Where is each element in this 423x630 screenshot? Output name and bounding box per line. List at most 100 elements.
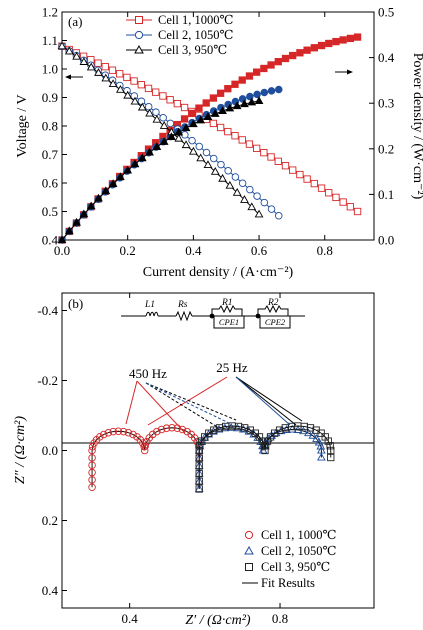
voltage-point-1 xyxy=(130,77,138,85)
impedance-point-2 xyxy=(299,426,308,435)
power-point-1 xyxy=(346,34,355,43)
voltage-point-2 xyxy=(166,119,175,128)
y-left-tick-label: 1.1 xyxy=(42,33,58,48)
power-point-3 xyxy=(152,142,162,151)
y-tick-label: 0.4 xyxy=(42,583,59,598)
x-tick-label: 0.4 xyxy=(122,611,139,626)
impedance-point-3 xyxy=(195,477,203,485)
impedance-point-1 xyxy=(88,442,97,451)
panel-a-y-axis-label-left: Voltage / V xyxy=(15,94,30,157)
leader-25hz-cell1 xyxy=(147,376,228,426)
power-point-3 xyxy=(137,153,147,162)
power-point-3 xyxy=(225,103,235,112)
circuit-node xyxy=(209,313,215,319)
voltage-point-1 xyxy=(310,179,318,188)
impedance-point-1 xyxy=(88,461,96,469)
voltage-point-2 xyxy=(152,108,160,116)
impedance-point-3 xyxy=(261,446,269,455)
impedance-point-2 xyxy=(287,424,297,433)
voltage-point-3 xyxy=(86,62,96,71)
impedance-point-1 xyxy=(88,476,96,484)
impedance-point-2 xyxy=(316,441,326,450)
cpe1-box xyxy=(213,315,245,329)
impedance-point-3 xyxy=(195,454,203,462)
voltage-point-3 xyxy=(137,102,147,111)
power-point-1 xyxy=(180,115,189,123)
panel-a-label: (a) xyxy=(68,14,82,29)
impedance-point-3 xyxy=(327,446,335,455)
voltage-point-2 xyxy=(209,154,218,163)
voltage-point-2 xyxy=(137,97,146,106)
voltage-point-3 xyxy=(240,195,249,203)
legend-b-label-cell3: Cell 3, 950℃ xyxy=(261,560,330,574)
power-point-3 xyxy=(94,193,103,202)
voltage-point-1 xyxy=(231,132,239,140)
panel-a: 0.0 0.2 0.4 0.6 0.8 0.4 0.5 0.6 0.7 0.8 0.9 1.0 1.1 1… xyxy=(15,5,423,281)
legend-a-label-cell1: Cell 1, 1000℃ xyxy=(158,13,233,27)
impedance-point-1 xyxy=(153,427,161,436)
power-point-3 xyxy=(240,99,249,108)
power-point-3 xyxy=(72,217,81,226)
y-right-tick-label: 0.3 xyxy=(378,96,394,111)
y-right-tick-label: 0.1 xyxy=(378,187,394,202)
power-point-2 xyxy=(267,87,276,95)
power-point-3 xyxy=(79,209,89,218)
y-tick-label: -0.2 xyxy=(37,373,58,388)
impedance-point-1 xyxy=(100,430,108,439)
panel-a-y-axis-label-right: Power density / (W·cm⁻²) xyxy=(410,53,423,200)
impedance-point-1 xyxy=(124,428,133,437)
panel-b-label: (b) xyxy=(68,296,83,311)
power-point-1 xyxy=(332,37,340,46)
circuit-label-l1: L1 xyxy=(144,300,155,310)
impedance-point-1 xyxy=(109,427,118,436)
power-point-1 xyxy=(274,57,282,66)
power-point-1 xyxy=(195,104,203,112)
power-point-3 xyxy=(232,101,242,110)
voltage-point-1 xyxy=(317,184,326,192)
resistor-r1 xyxy=(211,304,243,316)
power-point-1 xyxy=(267,61,275,69)
power-point-3 xyxy=(86,201,96,210)
impedance-point-3 xyxy=(241,424,249,432)
voltage-point-2 xyxy=(275,212,283,220)
y-left-tick-label: 0.6 xyxy=(42,176,59,191)
voltage-point-3 xyxy=(79,57,89,65)
voltage-point-1 xyxy=(332,193,340,202)
power-point-1 xyxy=(325,39,333,48)
power-point-1 xyxy=(188,109,196,118)
voltage-point-1 xyxy=(180,103,189,112)
impedance-point-2 xyxy=(312,434,321,442)
impedance-point-3 xyxy=(196,442,204,450)
power-point-1 xyxy=(317,41,326,50)
impedance-point-1 xyxy=(157,425,166,434)
impedance-point-1 xyxy=(88,483,96,492)
impedance-point-3 xyxy=(195,485,203,493)
voltage-point-2 xyxy=(159,113,167,122)
y-left-tick-label: 0.5 xyxy=(42,204,58,219)
circuit-label-rs: Rs xyxy=(177,300,188,310)
power-point-3 xyxy=(64,226,74,235)
impedance-point-1 xyxy=(104,428,113,437)
legend-b-marker-cell1 xyxy=(244,530,254,540)
y-tick-label: 0.2 xyxy=(42,513,58,528)
power-point-1 xyxy=(245,72,254,80)
impedance-point-3 xyxy=(251,429,260,437)
impedance-point-2 xyxy=(226,423,236,431)
voltage-point-1 xyxy=(94,59,102,67)
voltage-point-1 xyxy=(173,99,181,108)
legend-a-marker-cell1 xyxy=(135,16,143,24)
y-right-tick-label: 0.2 xyxy=(378,141,394,156)
impedance-point-3 xyxy=(326,442,334,450)
y-left-tick-label: 0.8 xyxy=(42,119,58,134)
voltage-point-1 xyxy=(339,198,347,206)
voltage-point-3 xyxy=(123,90,133,99)
circuit-label-r1: R1 xyxy=(221,298,233,308)
power-point-1 xyxy=(353,33,362,41)
panel-b-ticks: 0.4 0.8 -0.4 -0.2 0.0 0.2 0.4 xyxy=(37,293,288,626)
circuit-node xyxy=(255,313,261,319)
voltage-point-2 xyxy=(267,205,276,213)
impedance-point-3 xyxy=(306,424,315,432)
power-point-3 xyxy=(159,137,169,145)
dashed-450hz-black2 xyxy=(145,382,220,429)
panel-b-legend: Cell 1, 1000℃ Cell 2, 1050℃ Cell 3, 950℃… xyxy=(242,528,336,590)
